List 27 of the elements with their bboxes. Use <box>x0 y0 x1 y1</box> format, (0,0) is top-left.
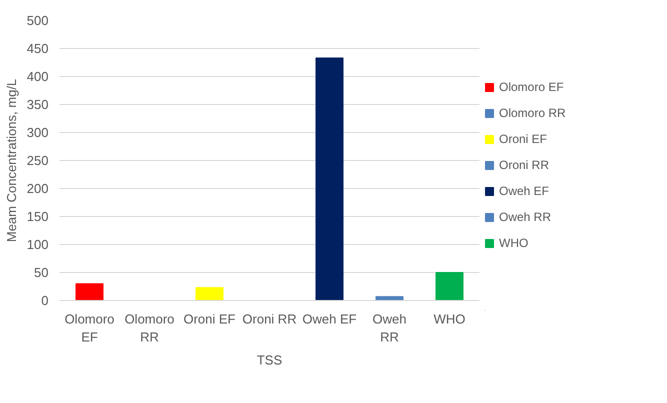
legend-label: Olomoro EF <box>499 80 564 94</box>
y-tick-label: 500 <box>26 13 49 28</box>
x-tick-label: Olomoro RR <box>124 312 174 344</box>
legend-label: WHO <box>499 236 528 250</box>
legend-label: Oweh EF <box>499 184 550 198</box>
y-tick-label: 150 <box>26 209 49 224</box>
y-tick-label: 0 <box>41 293 49 308</box>
legend-label: Oroni RR <box>499 158 550 172</box>
y-tick-label: 50 <box>34 265 49 280</box>
x-tick-label: Olomoro EF <box>64 312 114 344</box>
y-tick-label: 100 <box>26 237 49 252</box>
x-tick-label: Oweh RR <box>372 312 406 344</box>
y-axis-title: Meam Concentrations, mg/L <box>4 78 19 242</box>
y-tick-label: 250 <box>26 153 49 168</box>
x-axis-title: TSS <box>256 352 282 368</box>
y-tick-label: 200 <box>26 181 49 196</box>
legend-label: Oroni EF <box>499 132 548 146</box>
x-tick-label: Oweh EF <box>302 312 357 326</box>
y-tick-label: 350 <box>26 97 49 112</box>
x-tick-label: Oroni RR <box>242 312 297 326</box>
x-tick-label: Oroni EF <box>183 312 236 326</box>
legend-label: Oweh RR <box>499 210 552 224</box>
legend-label: Olomoro RR <box>499 106 566 120</box>
y-tick-label: 450 <box>26 41 49 56</box>
y-tick-label: 300 <box>26 125 49 140</box>
y-tick-label: 400 <box>26 69 49 84</box>
x-tick-label: WHO <box>434 312 466 326</box>
